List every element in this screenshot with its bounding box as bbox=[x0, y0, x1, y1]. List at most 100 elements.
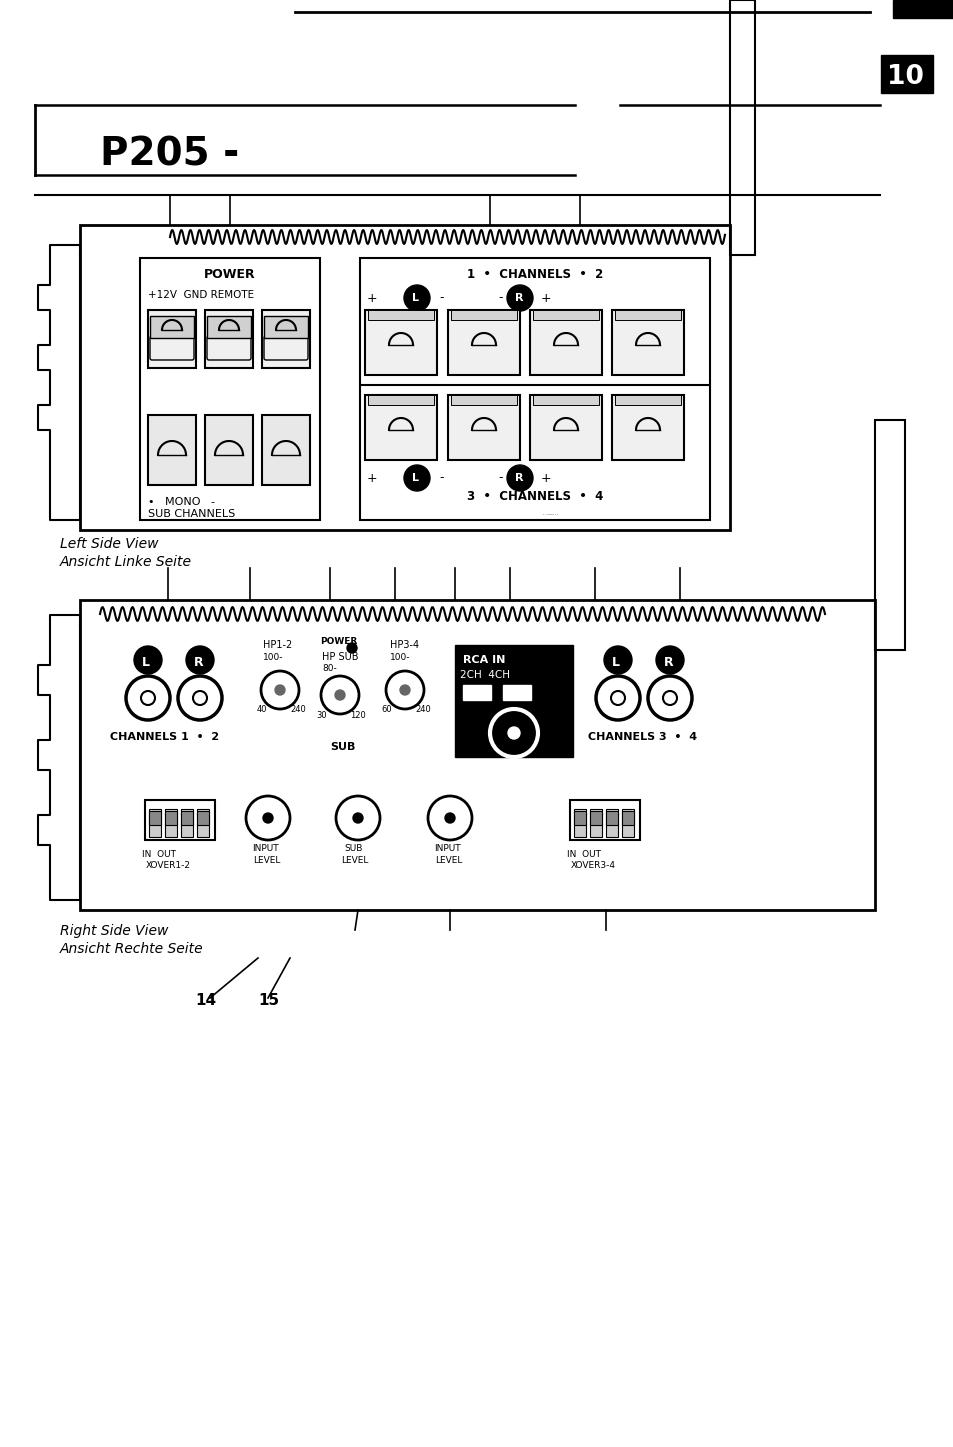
Text: 15: 15 bbox=[257, 993, 279, 1009]
Bar bbox=[462, 684, 491, 700]
Bar bbox=[196, 809, 209, 836]
Bar bbox=[262, 415, 310, 485]
Text: 80-: 80- bbox=[322, 664, 336, 673]
Text: P205 -: P205 - bbox=[100, 136, 239, 174]
Bar bbox=[574, 809, 585, 836]
Text: SUB: SUB bbox=[344, 844, 362, 852]
Text: -: - bbox=[497, 291, 502, 304]
Bar bbox=[359, 258, 709, 519]
Text: L: L bbox=[412, 473, 418, 483]
Circle shape bbox=[335, 690, 345, 700]
Bar bbox=[569, 800, 639, 841]
Circle shape bbox=[347, 642, 356, 653]
Text: LEVEL: LEVEL bbox=[340, 857, 368, 865]
Bar bbox=[892, 0, 953, 17]
Text: XOVER1-2: XOVER1-2 bbox=[146, 861, 191, 870]
Bar bbox=[448, 395, 519, 460]
Text: POWER: POWER bbox=[319, 637, 356, 645]
Bar bbox=[150, 315, 193, 339]
Bar bbox=[612, 395, 683, 460]
Bar bbox=[145, 800, 214, 841]
Text: HP3-4: HP3-4 bbox=[390, 640, 418, 650]
Bar bbox=[533, 395, 598, 405]
Bar bbox=[196, 810, 209, 825]
Bar bbox=[165, 810, 177, 825]
Text: IN  OUT: IN OUT bbox=[142, 849, 175, 860]
Text: -: - bbox=[438, 291, 443, 304]
Bar bbox=[140, 258, 319, 519]
Text: Ansicht Linke Seite: Ansicht Linke Seite bbox=[60, 556, 192, 569]
Bar bbox=[874, 420, 904, 650]
Text: INPUT: INPUT bbox=[434, 844, 460, 852]
Text: Right Side View: Right Side View bbox=[60, 925, 168, 938]
Bar bbox=[605, 810, 618, 825]
Bar bbox=[621, 810, 634, 825]
Bar bbox=[368, 310, 434, 320]
Text: +: + bbox=[540, 472, 551, 485]
Circle shape bbox=[506, 285, 533, 311]
Bar bbox=[589, 810, 601, 825]
Bar bbox=[530, 310, 601, 375]
Text: R: R bbox=[193, 655, 203, 669]
Text: XOVER3-4: XOVER3-4 bbox=[571, 861, 616, 870]
Text: -: - bbox=[497, 472, 502, 485]
Text: 14: 14 bbox=[194, 993, 216, 1009]
Text: 120: 120 bbox=[350, 710, 365, 721]
Bar bbox=[605, 809, 618, 836]
Text: HP SUB: HP SUB bbox=[322, 653, 358, 661]
Bar bbox=[80, 224, 729, 530]
Bar bbox=[205, 415, 253, 485]
Text: L: L bbox=[142, 655, 150, 669]
Text: Left Side View: Left Side View bbox=[60, 537, 158, 551]
Text: -: - bbox=[438, 472, 443, 485]
Bar bbox=[149, 809, 161, 836]
Bar bbox=[621, 809, 634, 836]
Text: POWER: POWER bbox=[204, 268, 255, 281]
Bar bbox=[533, 310, 598, 320]
Bar bbox=[455, 645, 573, 757]
Text: 60: 60 bbox=[380, 705, 392, 713]
Bar bbox=[615, 395, 680, 405]
Bar bbox=[615, 310, 680, 320]
Bar bbox=[574, 810, 585, 825]
Circle shape bbox=[506, 464, 533, 491]
Text: 240: 240 bbox=[415, 705, 431, 713]
Text: +12V  GND REMOTE: +12V GND REMOTE bbox=[148, 289, 253, 300]
Bar bbox=[148, 310, 195, 368]
Circle shape bbox=[403, 464, 430, 491]
Bar bbox=[181, 809, 193, 836]
Bar bbox=[502, 684, 531, 700]
Text: L: L bbox=[412, 292, 418, 302]
Circle shape bbox=[507, 726, 519, 739]
Text: LEVEL: LEVEL bbox=[435, 857, 462, 865]
Text: 40: 40 bbox=[256, 705, 267, 713]
Bar bbox=[451, 395, 517, 405]
Bar bbox=[451, 310, 517, 320]
Circle shape bbox=[353, 813, 363, 823]
Text: +: + bbox=[367, 291, 377, 304]
Text: SUB: SUB bbox=[330, 742, 355, 752]
Bar bbox=[205, 310, 253, 368]
Circle shape bbox=[444, 813, 455, 823]
Text: 100-: 100- bbox=[263, 653, 283, 661]
Bar bbox=[612, 310, 683, 375]
Circle shape bbox=[656, 645, 683, 674]
Bar bbox=[365, 395, 436, 460]
Text: 100-: 100- bbox=[390, 653, 410, 661]
Text: •   MONO   -: • MONO - bbox=[148, 496, 214, 506]
Circle shape bbox=[274, 684, 285, 695]
Text: CHANNELS 3  •  4: CHANNELS 3 • 4 bbox=[587, 732, 697, 742]
Text: +: + bbox=[367, 472, 377, 485]
Text: 3  •  CHANNELS  •  4: 3 • CHANNELS • 4 bbox=[466, 491, 602, 504]
Text: R: R bbox=[663, 655, 673, 669]
Bar bbox=[448, 310, 519, 375]
Bar bbox=[530, 395, 601, 460]
Text: 2CH  4CH: 2CH 4CH bbox=[459, 670, 510, 680]
Text: SUB CHANNELS: SUB CHANNELS bbox=[148, 509, 235, 519]
Text: L: L bbox=[612, 655, 619, 669]
Bar bbox=[729, 0, 754, 255]
Bar bbox=[148, 415, 195, 485]
Bar bbox=[165, 809, 177, 836]
Text: LEVEL: LEVEL bbox=[253, 857, 280, 865]
Text: +: + bbox=[540, 291, 551, 304]
